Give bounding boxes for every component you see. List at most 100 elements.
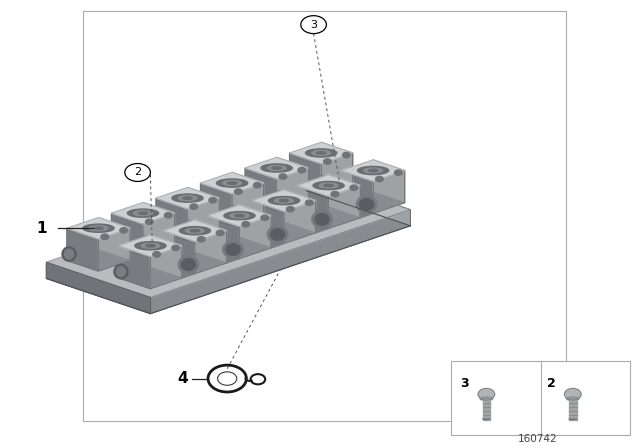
Ellipse shape bbox=[358, 166, 388, 175]
Polygon shape bbox=[271, 228, 284, 248]
Polygon shape bbox=[208, 205, 271, 226]
Polygon shape bbox=[297, 175, 360, 196]
Polygon shape bbox=[239, 215, 271, 258]
Ellipse shape bbox=[116, 267, 125, 276]
Polygon shape bbox=[111, 202, 175, 224]
Polygon shape bbox=[373, 171, 404, 213]
Circle shape bbox=[145, 219, 153, 224]
Ellipse shape bbox=[135, 241, 166, 250]
Polygon shape bbox=[297, 185, 328, 228]
Ellipse shape bbox=[235, 215, 244, 217]
Polygon shape bbox=[195, 231, 227, 274]
Ellipse shape bbox=[138, 212, 148, 215]
Circle shape bbox=[190, 204, 198, 209]
Ellipse shape bbox=[186, 228, 204, 233]
Ellipse shape bbox=[93, 227, 103, 229]
Polygon shape bbox=[276, 157, 308, 200]
Circle shape bbox=[331, 191, 339, 197]
Ellipse shape bbox=[146, 245, 155, 247]
Circle shape bbox=[209, 198, 216, 203]
Polygon shape bbox=[188, 198, 219, 241]
Text: 1: 1 bbox=[36, 221, 47, 236]
Ellipse shape bbox=[315, 214, 329, 225]
Polygon shape bbox=[47, 175, 410, 297]
Polygon shape bbox=[239, 205, 271, 248]
Ellipse shape bbox=[134, 211, 152, 215]
Polygon shape bbox=[150, 246, 182, 289]
Polygon shape bbox=[328, 185, 360, 228]
Polygon shape bbox=[67, 218, 130, 239]
Ellipse shape bbox=[141, 243, 160, 248]
Polygon shape bbox=[373, 160, 404, 203]
Ellipse shape bbox=[271, 228, 285, 240]
Polygon shape bbox=[47, 263, 150, 314]
Circle shape bbox=[216, 230, 224, 236]
Polygon shape bbox=[289, 153, 321, 196]
Polygon shape bbox=[208, 215, 239, 258]
Circle shape bbox=[478, 388, 495, 400]
Polygon shape bbox=[200, 172, 264, 194]
Polygon shape bbox=[200, 183, 232, 226]
Ellipse shape bbox=[181, 258, 195, 271]
Polygon shape bbox=[119, 235, 182, 256]
Ellipse shape bbox=[226, 244, 240, 255]
Circle shape bbox=[342, 152, 350, 158]
Text: 3: 3 bbox=[310, 20, 317, 30]
Ellipse shape bbox=[65, 249, 74, 259]
Text: 2: 2 bbox=[134, 168, 141, 177]
Polygon shape bbox=[289, 142, 353, 164]
Polygon shape bbox=[227, 243, 239, 263]
Polygon shape bbox=[232, 172, 264, 215]
Ellipse shape bbox=[268, 197, 300, 205]
Polygon shape bbox=[276, 168, 308, 211]
Polygon shape bbox=[156, 187, 219, 209]
Ellipse shape bbox=[312, 211, 332, 228]
Ellipse shape bbox=[566, 397, 579, 401]
Polygon shape bbox=[253, 201, 284, 244]
Ellipse shape bbox=[261, 164, 292, 172]
Polygon shape bbox=[163, 231, 195, 274]
Polygon shape bbox=[360, 198, 373, 218]
Ellipse shape bbox=[224, 211, 255, 220]
Text: 3: 3 bbox=[460, 376, 469, 390]
Circle shape bbox=[101, 234, 109, 239]
Polygon shape bbox=[99, 218, 130, 260]
Polygon shape bbox=[569, 399, 577, 420]
Ellipse shape bbox=[480, 397, 493, 401]
Circle shape bbox=[564, 388, 581, 400]
Ellipse shape bbox=[83, 224, 114, 233]
Ellipse shape bbox=[275, 198, 293, 203]
Ellipse shape bbox=[356, 196, 377, 213]
Polygon shape bbox=[232, 183, 264, 226]
Circle shape bbox=[120, 228, 127, 233]
Circle shape bbox=[234, 189, 242, 194]
Circle shape bbox=[242, 221, 250, 227]
Ellipse shape bbox=[364, 168, 383, 173]
Ellipse shape bbox=[360, 194, 373, 202]
Polygon shape bbox=[111, 213, 143, 256]
Circle shape bbox=[287, 207, 294, 212]
Ellipse shape bbox=[272, 167, 282, 169]
Polygon shape bbox=[156, 198, 188, 241]
Ellipse shape bbox=[305, 149, 337, 157]
Polygon shape bbox=[245, 157, 308, 179]
Ellipse shape bbox=[190, 229, 200, 232]
Polygon shape bbox=[284, 201, 316, 244]
Ellipse shape bbox=[271, 224, 284, 233]
Ellipse shape bbox=[183, 197, 192, 199]
Circle shape bbox=[394, 170, 402, 175]
Polygon shape bbox=[119, 246, 150, 289]
Ellipse shape bbox=[268, 226, 288, 243]
Circle shape bbox=[376, 177, 383, 182]
Text: 4: 4 bbox=[177, 371, 188, 386]
Circle shape bbox=[164, 213, 172, 218]
Ellipse shape bbox=[316, 152, 326, 154]
Circle shape bbox=[253, 182, 261, 188]
Polygon shape bbox=[321, 153, 353, 196]
Ellipse shape bbox=[223, 241, 243, 258]
Ellipse shape bbox=[62, 247, 76, 261]
Polygon shape bbox=[150, 210, 410, 314]
Polygon shape bbox=[99, 228, 130, 271]
Polygon shape bbox=[253, 190, 316, 211]
Polygon shape bbox=[321, 142, 353, 185]
